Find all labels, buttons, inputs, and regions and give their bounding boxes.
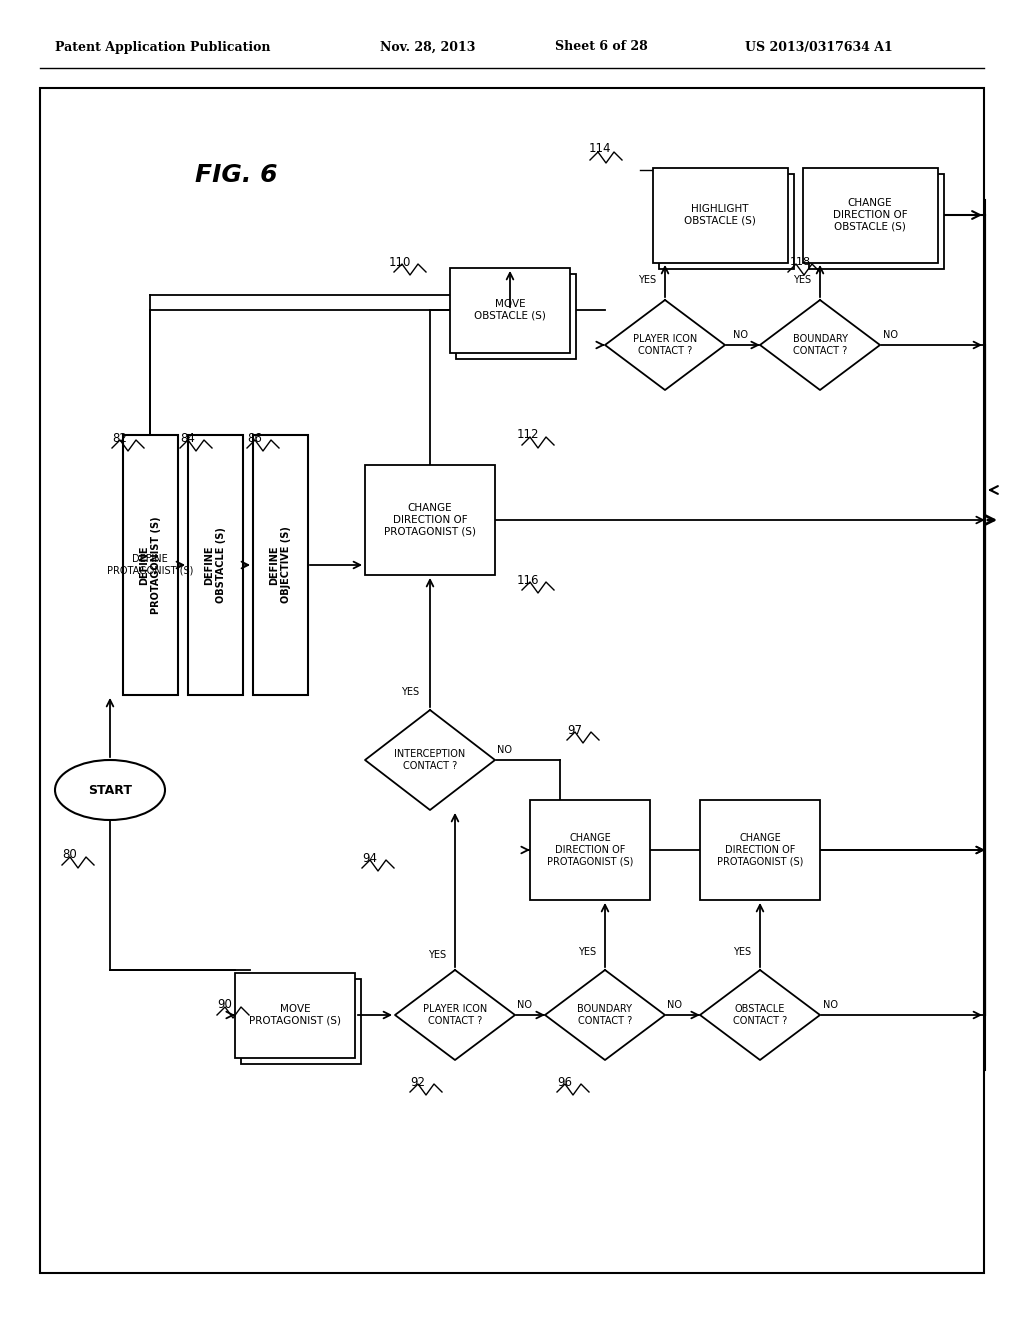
- Text: 97: 97: [567, 723, 583, 737]
- Text: 94: 94: [362, 851, 378, 865]
- Polygon shape: [545, 970, 665, 1060]
- Text: HIGHLIGHT
OBSTACLE (S): HIGHLIGHT OBSTACLE (S): [684, 205, 756, 226]
- Bar: [450, 268, 570, 352]
- Bar: [234, 973, 355, 1057]
- Text: DEFINE
PROTAGONIST (S): DEFINE PROTAGONIST (S): [139, 516, 161, 614]
- Polygon shape: [700, 970, 820, 1060]
- Text: NO: NO: [668, 1001, 683, 1010]
- Polygon shape: [395, 970, 515, 1060]
- Text: YES: YES: [428, 950, 446, 960]
- Bar: [700, 800, 820, 900]
- Text: Nov. 28, 2013: Nov. 28, 2013: [380, 41, 475, 54]
- Text: DEFINE
PROTAGONIST (S): DEFINE PROTAGONIST (S): [106, 554, 194, 576]
- Bar: [123, 436, 178, 696]
- Text: 110: 110: [389, 256, 412, 268]
- Text: Patent Application Publication: Patent Application Publication: [55, 41, 270, 54]
- Text: NO: NO: [498, 744, 512, 755]
- Text: BOUNDARY
CONTACT ?: BOUNDARY CONTACT ?: [578, 1005, 633, 1026]
- Text: 114: 114: [589, 141, 611, 154]
- Text: BOUNDARY
CONTACT ?: BOUNDARY CONTACT ?: [793, 334, 848, 356]
- Text: CHANGE
DIRECTION OF
PROTAGONIST (S): CHANGE DIRECTION OF PROTAGONIST (S): [384, 503, 476, 537]
- Polygon shape: [760, 300, 880, 389]
- Text: CHANGE
DIRECTION OF
OBSTACLE (S): CHANGE DIRECTION OF OBSTACLE (S): [833, 198, 907, 231]
- Bar: [253, 436, 308, 696]
- Text: YES: YES: [733, 946, 751, 957]
- Text: YES: YES: [401, 686, 419, 697]
- Bar: [188, 436, 243, 696]
- Text: YES: YES: [578, 946, 596, 957]
- Text: NO: NO: [517, 1001, 532, 1010]
- Text: START: START: [88, 784, 132, 796]
- Text: 92: 92: [411, 1076, 426, 1089]
- Text: MOVE
PROTAGONIST (S): MOVE PROTAGONIST (S): [249, 1005, 341, 1026]
- Text: DEFINE
OBSTACLE (S): DEFINE OBSTACLE (S): [204, 527, 226, 603]
- Bar: [658, 173, 794, 268]
- Text: 82: 82: [113, 432, 127, 445]
- Text: MOVE
OBSTACLE (S): MOVE OBSTACLE (S): [474, 300, 546, 321]
- Bar: [365, 465, 495, 576]
- Text: DEFINE
OBJECTIVE (S): DEFINE OBJECTIVE (S): [269, 527, 291, 603]
- Text: 118: 118: [790, 257, 811, 267]
- Text: YES: YES: [793, 275, 811, 285]
- Text: NO: NO: [883, 330, 897, 341]
- Bar: [809, 173, 943, 268]
- Text: CHANGE
DIRECTION OF
PROTAGONIST (S): CHANGE DIRECTION OF PROTAGONIST (S): [717, 833, 803, 867]
- Text: FIG. 6: FIG. 6: [195, 162, 278, 187]
- Bar: [803, 168, 938, 263]
- Bar: [456, 273, 575, 359]
- Text: 90: 90: [217, 998, 232, 1011]
- Text: NO: NO: [822, 1001, 838, 1010]
- Text: US 2013/0317634 A1: US 2013/0317634 A1: [745, 41, 893, 54]
- Bar: [652, 168, 787, 263]
- Text: Sheet 6 of 28: Sheet 6 of 28: [555, 41, 648, 54]
- Text: OBSTACLE
CONTACT ?: OBSTACLE CONTACT ?: [733, 1005, 787, 1026]
- Text: 116: 116: [517, 573, 540, 586]
- Text: 84: 84: [180, 432, 196, 445]
- Text: CHANGE
DIRECTION OF
PROTAGONIST (S): CHANGE DIRECTION OF PROTAGONIST (S): [547, 833, 633, 867]
- Text: PLAYER ICON
CONTACT ?: PLAYER ICON CONTACT ?: [633, 334, 697, 356]
- Polygon shape: [605, 300, 725, 389]
- Text: INTERCEPTION
CONTACT ?: INTERCEPTION CONTACT ?: [394, 750, 466, 771]
- Text: 80: 80: [62, 849, 78, 862]
- Text: PLAYER ICON
CONTACT ?: PLAYER ICON CONTACT ?: [423, 1005, 487, 1026]
- Bar: [241, 978, 361, 1064]
- Text: 96: 96: [557, 1076, 572, 1089]
- Text: YES: YES: [638, 275, 656, 285]
- Text: NO: NO: [732, 330, 748, 341]
- Text: 86: 86: [248, 432, 262, 445]
- Ellipse shape: [55, 760, 165, 820]
- Bar: [530, 800, 650, 900]
- Bar: [40, 88, 984, 1272]
- Polygon shape: [365, 710, 495, 810]
- Text: 112: 112: [517, 429, 540, 441]
